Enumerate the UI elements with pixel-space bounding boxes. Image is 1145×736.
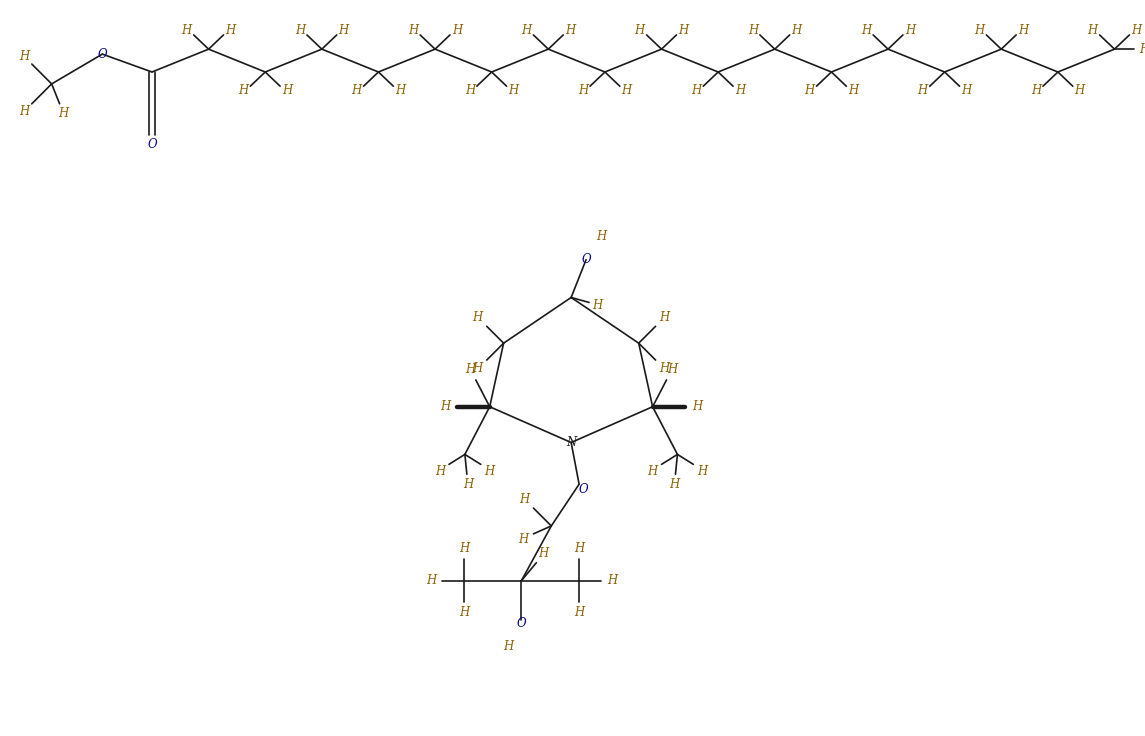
Text: H: H xyxy=(226,24,236,37)
Text: H: H xyxy=(452,24,463,37)
Text: H: H xyxy=(578,84,589,97)
Text: H: H xyxy=(595,230,606,244)
Text: H: H xyxy=(962,84,972,97)
Text: H: H xyxy=(508,84,519,97)
Text: H: H xyxy=(484,465,495,478)
Text: H: H xyxy=(791,24,802,37)
Text: H: H xyxy=(1131,24,1142,37)
Text: H: H xyxy=(426,574,436,587)
Text: H: H xyxy=(805,84,815,97)
Text: H: H xyxy=(58,107,69,120)
Text: H: H xyxy=(473,363,483,375)
Text: H: H xyxy=(748,24,758,37)
Text: H: H xyxy=(465,84,475,97)
Text: H: H xyxy=(693,400,702,413)
Text: H: H xyxy=(521,24,531,37)
Text: H: H xyxy=(660,311,670,324)
Text: H: H xyxy=(538,548,548,560)
Text: H: H xyxy=(520,492,530,506)
Text: H: H xyxy=(18,105,29,118)
Text: O: O xyxy=(578,483,587,495)
Text: H: H xyxy=(295,24,305,37)
Text: H: H xyxy=(519,534,529,546)
Text: H: H xyxy=(504,640,514,653)
Text: H: H xyxy=(622,84,632,97)
Text: H: H xyxy=(647,465,657,478)
Text: H: H xyxy=(905,24,915,37)
Text: H: H xyxy=(974,24,985,37)
Text: H: H xyxy=(18,49,29,63)
Text: H: H xyxy=(238,84,248,97)
Text: H: H xyxy=(1018,24,1028,37)
Text: O: O xyxy=(516,617,527,630)
Text: H: H xyxy=(574,542,584,555)
Text: H: H xyxy=(352,84,362,97)
Text: H: H xyxy=(435,465,445,478)
Text: H: H xyxy=(668,364,678,377)
Text: H: H xyxy=(607,574,617,587)
Text: H: H xyxy=(848,84,859,97)
Text: H: H xyxy=(660,363,670,375)
Text: H: H xyxy=(670,478,680,491)
Text: H: H xyxy=(465,364,475,377)
Text: H: H xyxy=(459,542,469,555)
Text: H: H xyxy=(408,24,418,37)
Text: H: H xyxy=(574,606,584,619)
Text: H: H xyxy=(735,84,745,97)
Text: H: H xyxy=(473,311,483,324)
Text: H: H xyxy=(1088,24,1098,37)
Text: H: H xyxy=(395,84,405,97)
Text: N: N xyxy=(566,436,576,449)
Text: H: H xyxy=(697,465,708,478)
Text: H: H xyxy=(634,24,645,37)
Text: H: H xyxy=(692,84,702,97)
Text: H: H xyxy=(463,478,473,491)
Text: H: H xyxy=(182,24,192,37)
Text: O: O xyxy=(582,253,591,266)
Text: H: H xyxy=(1075,84,1084,97)
Text: H: H xyxy=(861,24,871,37)
Text: O: O xyxy=(148,138,157,151)
Text: H: H xyxy=(339,24,349,37)
Text: H: H xyxy=(282,84,292,97)
Text: H: H xyxy=(1030,84,1041,97)
Text: H: H xyxy=(678,24,688,37)
Text: O: O xyxy=(97,48,108,60)
Text: H: H xyxy=(564,24,575,37)
Text: H: H xyxy=(1139,43,1145,56)
Text: H: H xyxy=(917,84,927,97)
Text: H: H xyxy=(440,400,450,413)
Text: H: H xyxy=(592,299,602,312)
Text: H: H xyxy=(459,606,469,619)
